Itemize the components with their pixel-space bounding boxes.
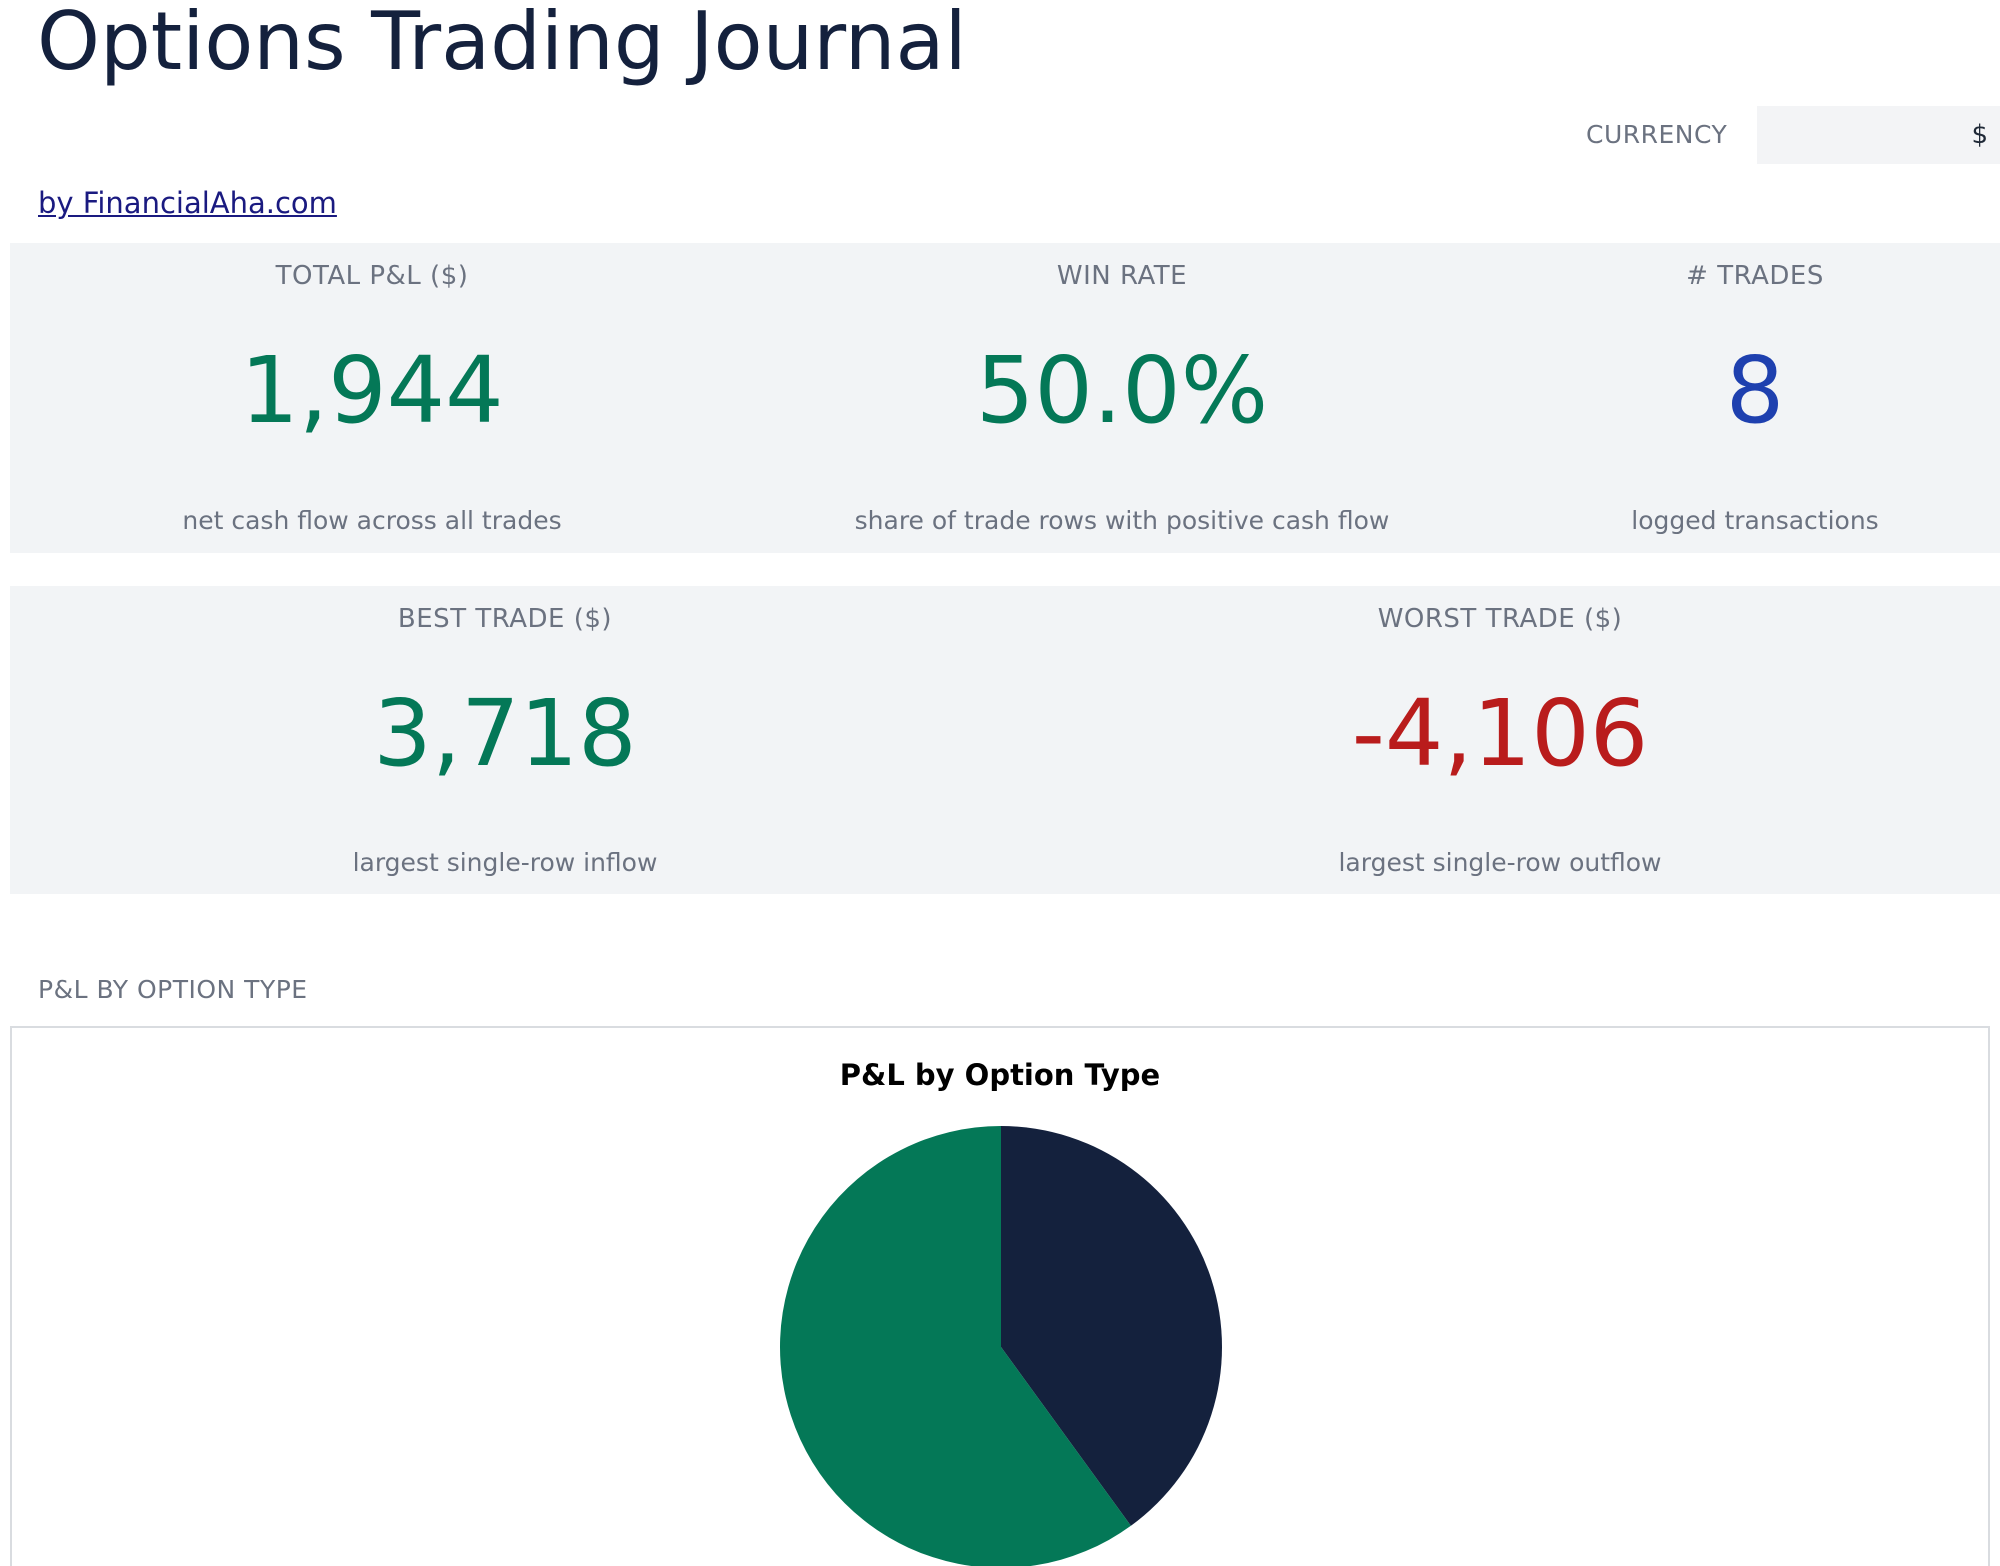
kpi-label: WIN RATE [1056, 261, 1188, 291]
kpi-note: share of trade rows with positive cash f… [854, 506, 1390, 535]
kpi-label: WORST TRADE ($) [1377, 604, 1623, 634]
kpi-total-pl: TOTAL P&L ($) 1,944 net cash flow across… [10, 243, 734, 553]
kpi-row-primary: TOTAL P&L ($) 1,944 net cash flow across… [10, 243, 2000, 553]
kpi-note: net cash flow across all trades [182, 506, 562, 535]
kpi-note: logged transactions [1631, 506, 1879, 535]
kpi-label: # TRADES [1686, 261, 1824, 291]
kpi-note: largest single-row inflow [352, 848, 658, 877]
chart-panel: P&L by Option Type [10, 1026, 1990, 1566]
chart-section-label: P&L BY OPTION TYPE [38, 975, 308, 1004]
kpi-worst-trade: WORST TRADE ($) -4,106 largest single-ro… [1000, 586, 2000, 894]
currency-input[interactable] [1757, 106, 2000, 164]
kpi-label: BEST TRADE ($) [397, 604, 613, 634]
pie-slice-0 [1001, 1126, 1222, 1526]
kpi-value: 1,944 [240, 337, 504, 444]
kpi-value: 50.0% [975, 337, 1269, 444]
kpi-label: TOTAL P&L ($) [275, 261, 469, 291]
kpi-value: 8 [1725, 337, 1785, 444]
kpi-best-trade: BEST TRADE ($) 3,718 largest single-row … [10, 586, 1000, 894]
currency-label: CURRENCY [1586, 120, 1728, 149]
kpi-note: largest single-row outflow [1338, 848, 1662, 877]
pie-chart [780, 1126, 1222, 1566]
pie-slice-1 [780, 1126, 1131, 1566]
chart-title: P&L by Option Type [839, 1058, 1161, 1092]
kpi-trades: # TRADES 8 logged transactions [1510, 243, 2000, 553]
kpi-value: 3,718 [373, 680, 637, 787]
kpi-row-secondary: BEST TRADE ($) 3,718 largest single-row … [10, 586, 2000, 894]
kpi-win-rate: WIN RATE 50.0% share of trade rows with … [734, 243, 1510, 553]
kpi-value: -4,106 [1351, 680, 1649, 787]
page-title: Options Trading Journal [37, 0, 967, 88]
byline-link[interactable]: by FinancialAha.com [38, 186, 337, 220]
